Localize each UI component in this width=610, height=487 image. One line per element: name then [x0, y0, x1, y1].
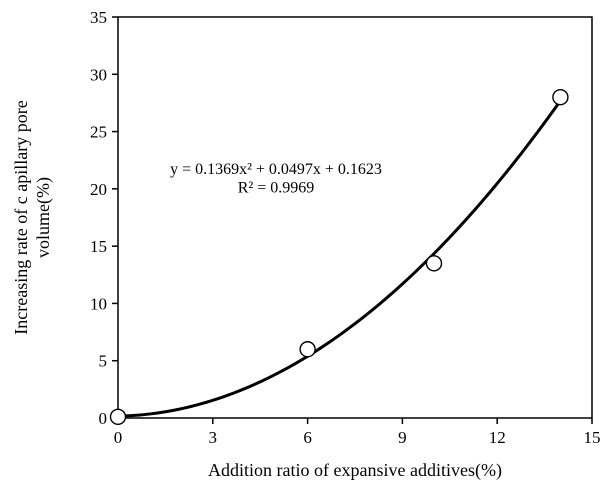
x-axis-ticks: 0 3 6 9 12 15	[114, 418, 601, 447]
x-tick-label: 15	[584, 428, 601, 447]
y-axis-title-line-1: Increasing rate of c apillary pore	[11, 100, 31, 334]
y-tick-label: 15	[90, 237, 107, 256]
y-tick-label: 20	[90, 180, 107, 199]
y-tick-label: 5	[99, 352, 108, 371]
x-tick-label: 3	[209, 428, 218, 447]
equation-annotation: y = 0.1369x² + 0.0497x + 0.1623	[170, 161, 382, 178]
y-tick-label: 0	[99, 409, 108, 428]
x-axis-title: Addition ratio of expansive additives(%)	[208, 460, 502, 481]
y-axis-title: Increasing rate of c apillary pore volum…	[11, 100, 54, 334]
x-tick-label: 12	[489, 428, 506, 447]
y-tick-label: 10	[90, 294, 107, 313]
r-squared-annotation: R² = 0.9969	[238, 179, 315, 196]
y-tick-label: 30	[90, 65, 107, 84]
data-points	[109, 88, 569, 426]
trendline-curve	[117, 99, 562, 418]
plot-frame	[117, 16, 593, 419]
y-axis-title-line-2: volume(%)	[33, 177, 54, 258]
y-axis-ticks: 0 5 10 15 20 25 30 35	[90, 8, 118, 428]
x-tick-label: 6	[303, 428, 312, 447]
data-point	[109, 408, 127, 426]
plot-border	[117, 16, 593, 419]
x-tick-label: 9	[398, 428, 407, 447]
data-point	[299, 341, 316, 358]
y-tick-label: 25	[90, 123, 107, 142]
data-point	[552, 88, 569, 106]
x-tick-label: 0	[114, 428, 123, 447]
y-tick-label: 35	[90, 8, 107, 27]
data-point	[425, 255, 443, 272]
